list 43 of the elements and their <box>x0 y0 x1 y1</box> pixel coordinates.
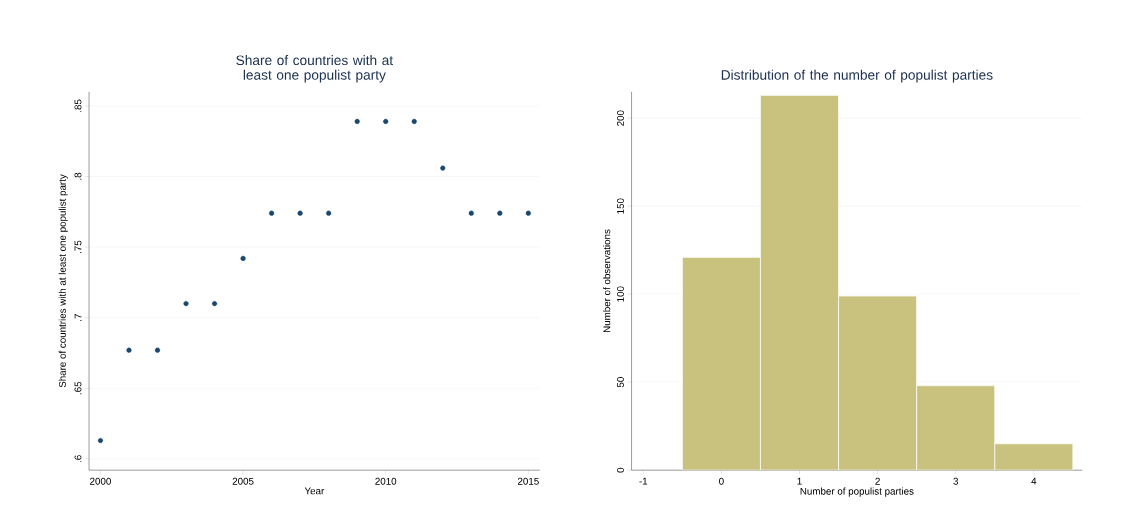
x-tick-label: 2015 <box>517 477 539 485</box>
point <box>497 210 503 216</box>
point <box>440 165 446 171</box>
x-axis-title: Number of populist parties <box>800 487 914 497</box>
y-tick-label: 50 <box>617 376 624 387</box>
x-tick-label: 3 <box>953 477 959 485</box>
point <box>411 118 417 124</box>
x-tick-label: 2005 <box>232 477 254 485</box>
chart-title: Distribution of the number of populist parties <box>721 69 993 83</box>
y-tick-label: .6 <box>74 454 82 462</box>
x-tick-label: 4 <box>1031 477 1037 485</box>
point <box>240 255 246 261</box>
point <box>269 210 275 216</box>
y-axis-title: Number of observations <box>603 229 611 332</box>
point <box>525 210 531 216</box>
y-tick-label: .8 <box>74 172 82 180</box>
y-tick-label: .85 <box>74 99 82 112</box>
point <box>212 300 218 306</box>
x-tick-label: 2000 <box>90 477 111 485</box>
y-tick-label: 0 <box>617 467 624 473</box>
y-tick-label: 200 <box>617 110 624 126</box>
point <box>183 300 189 306</box>
x-tick-label: 2 <box>875 477 880 485</box>
x-tick-label: 0 <box>719 477 724 485</box>
x-tick-label: 1 <box>797 477 802 485</box>
y-tick-label: 150 <box>617 198 624 214</box>
x-axis-title: Year <box>304 487 325 495</box>
y-tick-label: .7 <box>74 313 82 321</box>
point <box>97 437 103 443</box>
x-tick-label: 2010 <box>375 477 397 485</box>
point <box>326 210 332 216</box>
chart-title: Share of countries with at least one populist party <box>236 54 394 83</box>
point <box>468 210 474 216</box>
point <box>383 118 389 124</box>
point <box>354 118 360 124</box>
y-tick-label: .65 <box>74 381 82 394</box>
point <box>154 347 161 353</box>
y-tick-label: 100 <box>617 286 624 302</box>
point <box>126 347 132 353</box>
y-axis-title: Share of countries with at least one populist party <box>58 174 68 388</box>
x-tick-label: -1 <box>639 477 648 485</box>
y-tick-label: .75 <box>74 240 82 253</box>
point <box>297 210 303 216</box>
